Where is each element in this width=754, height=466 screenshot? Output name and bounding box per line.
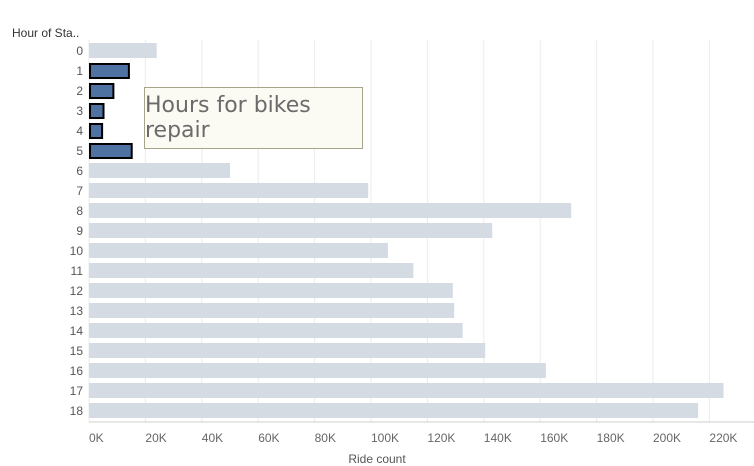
category-label-10: 10: [70, 244, 84, 258]
category-label-14: 14: [70, 324, 84, 338]
category-label-17: 17: [70, 384, 84, 398]
bar-hour-13[interactable]: [89, 303, 455, 318]
bar-hour-11[interactable]: [89, 263, 414, 278]
category-label-13: 13: [70, 304, 84, 318]
category-label-15: 15: [70, 344, 84, 358]
x-tick-label: 60K: [258, 431, 279, 445]
bar-hour-17[interactable]: [89, 383, 724, 398]
x-tick-label: 160K: [540, 431, 568, 445]
category-label-1: 1: [76, 64, 83, 78]
row-header-label: Hour of Sta..: [12, 26, 80, 40]
x-tick-layer: 0K 20K 40K 60K 80K 100K 120K 140K 160K 180K 200K 22…: [89, 431, 737, 445]
bar-hour-15[interactable]: [89, 343, 486, 358]
x-tick-label: 140K: [484, 431, 512, 445]
bar-hour-3[interactable]: [89, 103, 105, 119]
category-label-18: 18: [70, 404, 84, 418]
category-label-11: 11: [71, 264, 84, 278]
category-label-7: 7: [76, 184, 83, 198]
bar-hour-2[interactable]: [89, 83, 115, 99]
bar-hour-14[interactable]: [89, 323, 463, 338]
bar-hour-7[interactable]: [89, 183, 369, 198]
bar-hour-8[interactable]: [89, 203, 572, 218]
category-label-5: 5: [76, 144, 83, 158]
annotation-box: Hours for bikes repair: [144, 87, 363, 149]
bar-hour-10[interactable]: [89, 243, 388, 258]
category-label-16: 16: [70, 364, 84, 378]
bar-hour-1[interactable]: [89, 63, 130, 79]
x-tick-label: 120K: [427, 431, 455, 445]
x-axis-title: Ride count: [348, 452, 406, 466]
bar-hour-6[interactable]: [89, 163, 230, 178]
bar-hour-0[interactable]: [89, 43, 157, 58]
bar-hour-18[interactable]: [89, 403, 699, 418]
bar-hour-16[interactable]: [89, 363, 546, 378]
x-tick-label: 20K: [145, 431, 166, 445]
category-label-0: 0: [76, 44, 83, 58]
category-label-4: 4: [76, 124, 83, 138]
x-tick-label: 0K: [89, 431, 104, 445]
bar-hour-4[interactable]: [89, 123, 104, 139]
category-label-6: 6: [76, 164, 83, 178]
category-label-9: 9: [76, 224, 83, 238]
x-tick-label: 100K: [371, 431, 399, 445]
bar-hour-9[interactable]: [89, 223, 493, 238]
bar-hour-5[interactable]: [89, 143, 133, 159]
category-label-2: 2: [76, 84, 83, 98]
category-label-8: 8: [76, 204, 83, 218]
x-tick-label: 200K: [653, 431, 681, 445]
bar-hour-12[interactable]: [89, 283, 453, 298]
bar-layer: [89, 43, 724, 418]
x-tick-label: 180K: [597, 431, 625, 445]
x-tick-label: 80K: [315, 431, 336, 445]
x-tick-label: 220K: [709, 431, 737, 445]
category-label-3: 3: [76, 104, 83, 118]
category-label-12: 12: [70, 284, 84, 298]
x-tick-label: 40K: [202, 431, 223, 445]
